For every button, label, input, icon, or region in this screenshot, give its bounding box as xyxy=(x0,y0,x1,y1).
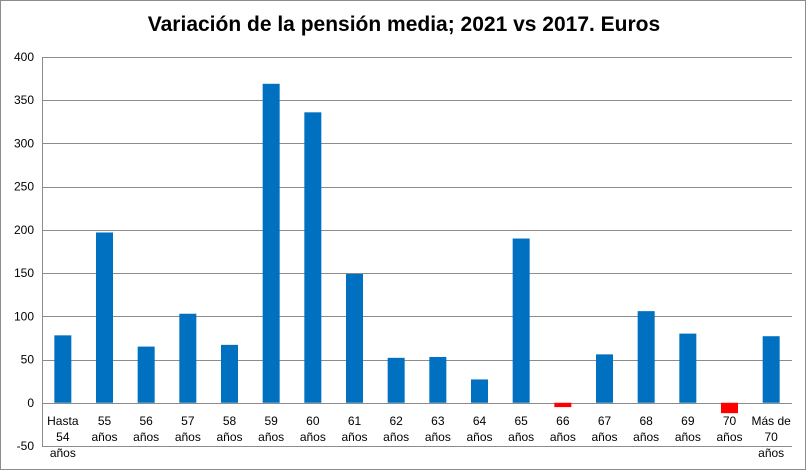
bar xyxy=(137,346,155,403)
x-tick-label: 60 años xyxy=(300,414,326,444)
x-tick-label: 69 años xyxy=(675,414,701,444)
y-tick-label: 50 xyxy=(21,353,35,367)
y-tick-label: 100 xyxy=(14,309,34,323)
x-tick-label: 64 años xyxy=(466,414,492,444)
y-tick-label: 0 xyxy=(27,396,34,410)
x-tick-label: 56 años xyxy=(133,414,159,444)
bar xyxy=(387,357,405,403)
bar xyxy=(221,344,238,403)
bar xyxy=(262,83,280,403)
y-tick-label: 150 xyxy=(14,266,34,280)
x-tick-label: 65 años xyxy=(508,414,534,444)
chart-title: Variación de la pensión media; 2021 vs 2… xyxy=(147,13,661,36)
y-tick-label: 200 xyxy=(14,223,34,237)
bar xyxy=(54,335,72,403)
bar xyxy=(471,379,488,403)
y-tick-label: 250 xyxy=(14,180,34,194)
bar xyxy=(429,356,447,403)
bar xyxy=(512,238,530,403)
x-tick-label: 68 años xyxy=(633,414,659,444)
bar xyxy=(96,232,113,403)
x-tick-label: 66 años xyxy=(550,414,576,444)
bar xyxy=(346,273,363,403)
y-tick-label: 350 xyxy=(14,93,34,107)
x-tick-label: 61 años xyxy=(341,414,367,444)
x-tick-label: 57 años xyxy=(175,414,201,444)
bar xyxy=(721,402,738,414)
x-tick-label: 55 años xyxy=(91,414,117,444)
x-tick-label: Hasta 54 años xyxy=(47,414,79,460)
x-tick-label: Más de 70 años xyxy=(751,414,791,460)
y-tick-label: 300 xyxy=(14,136,34,150)
bar xyxy=(679,333,697,403)
bar xyxy=(554,402,572,408)
bar xyxy=(762,336,780,403)
x-tick-label: 58 años xyxy=(216,414,242,444)
x-tick-label: 67 años xyxy=(591,414,617,444)
bar xyxy=(637,311,655,403)
x-tick-label: 62 años xyxy=(383,414,409,444)
x-tick-label: 70 años xyxy=(716,414,742,444)
bar xyxy=(304,112,322,403)
bar xyxy=(179,313,197,403)
bar xyxy=(596,354,613,403)
x-tick-label: 63 años xyxy=(425,414,451,444)
y-tick-label: -50 xyxy=(17,439,35,453)
y-tick-label: 400 xyxy=(14,50,34,64)
x-tick-label: 59 años xyxy=(258,414,284,444)
